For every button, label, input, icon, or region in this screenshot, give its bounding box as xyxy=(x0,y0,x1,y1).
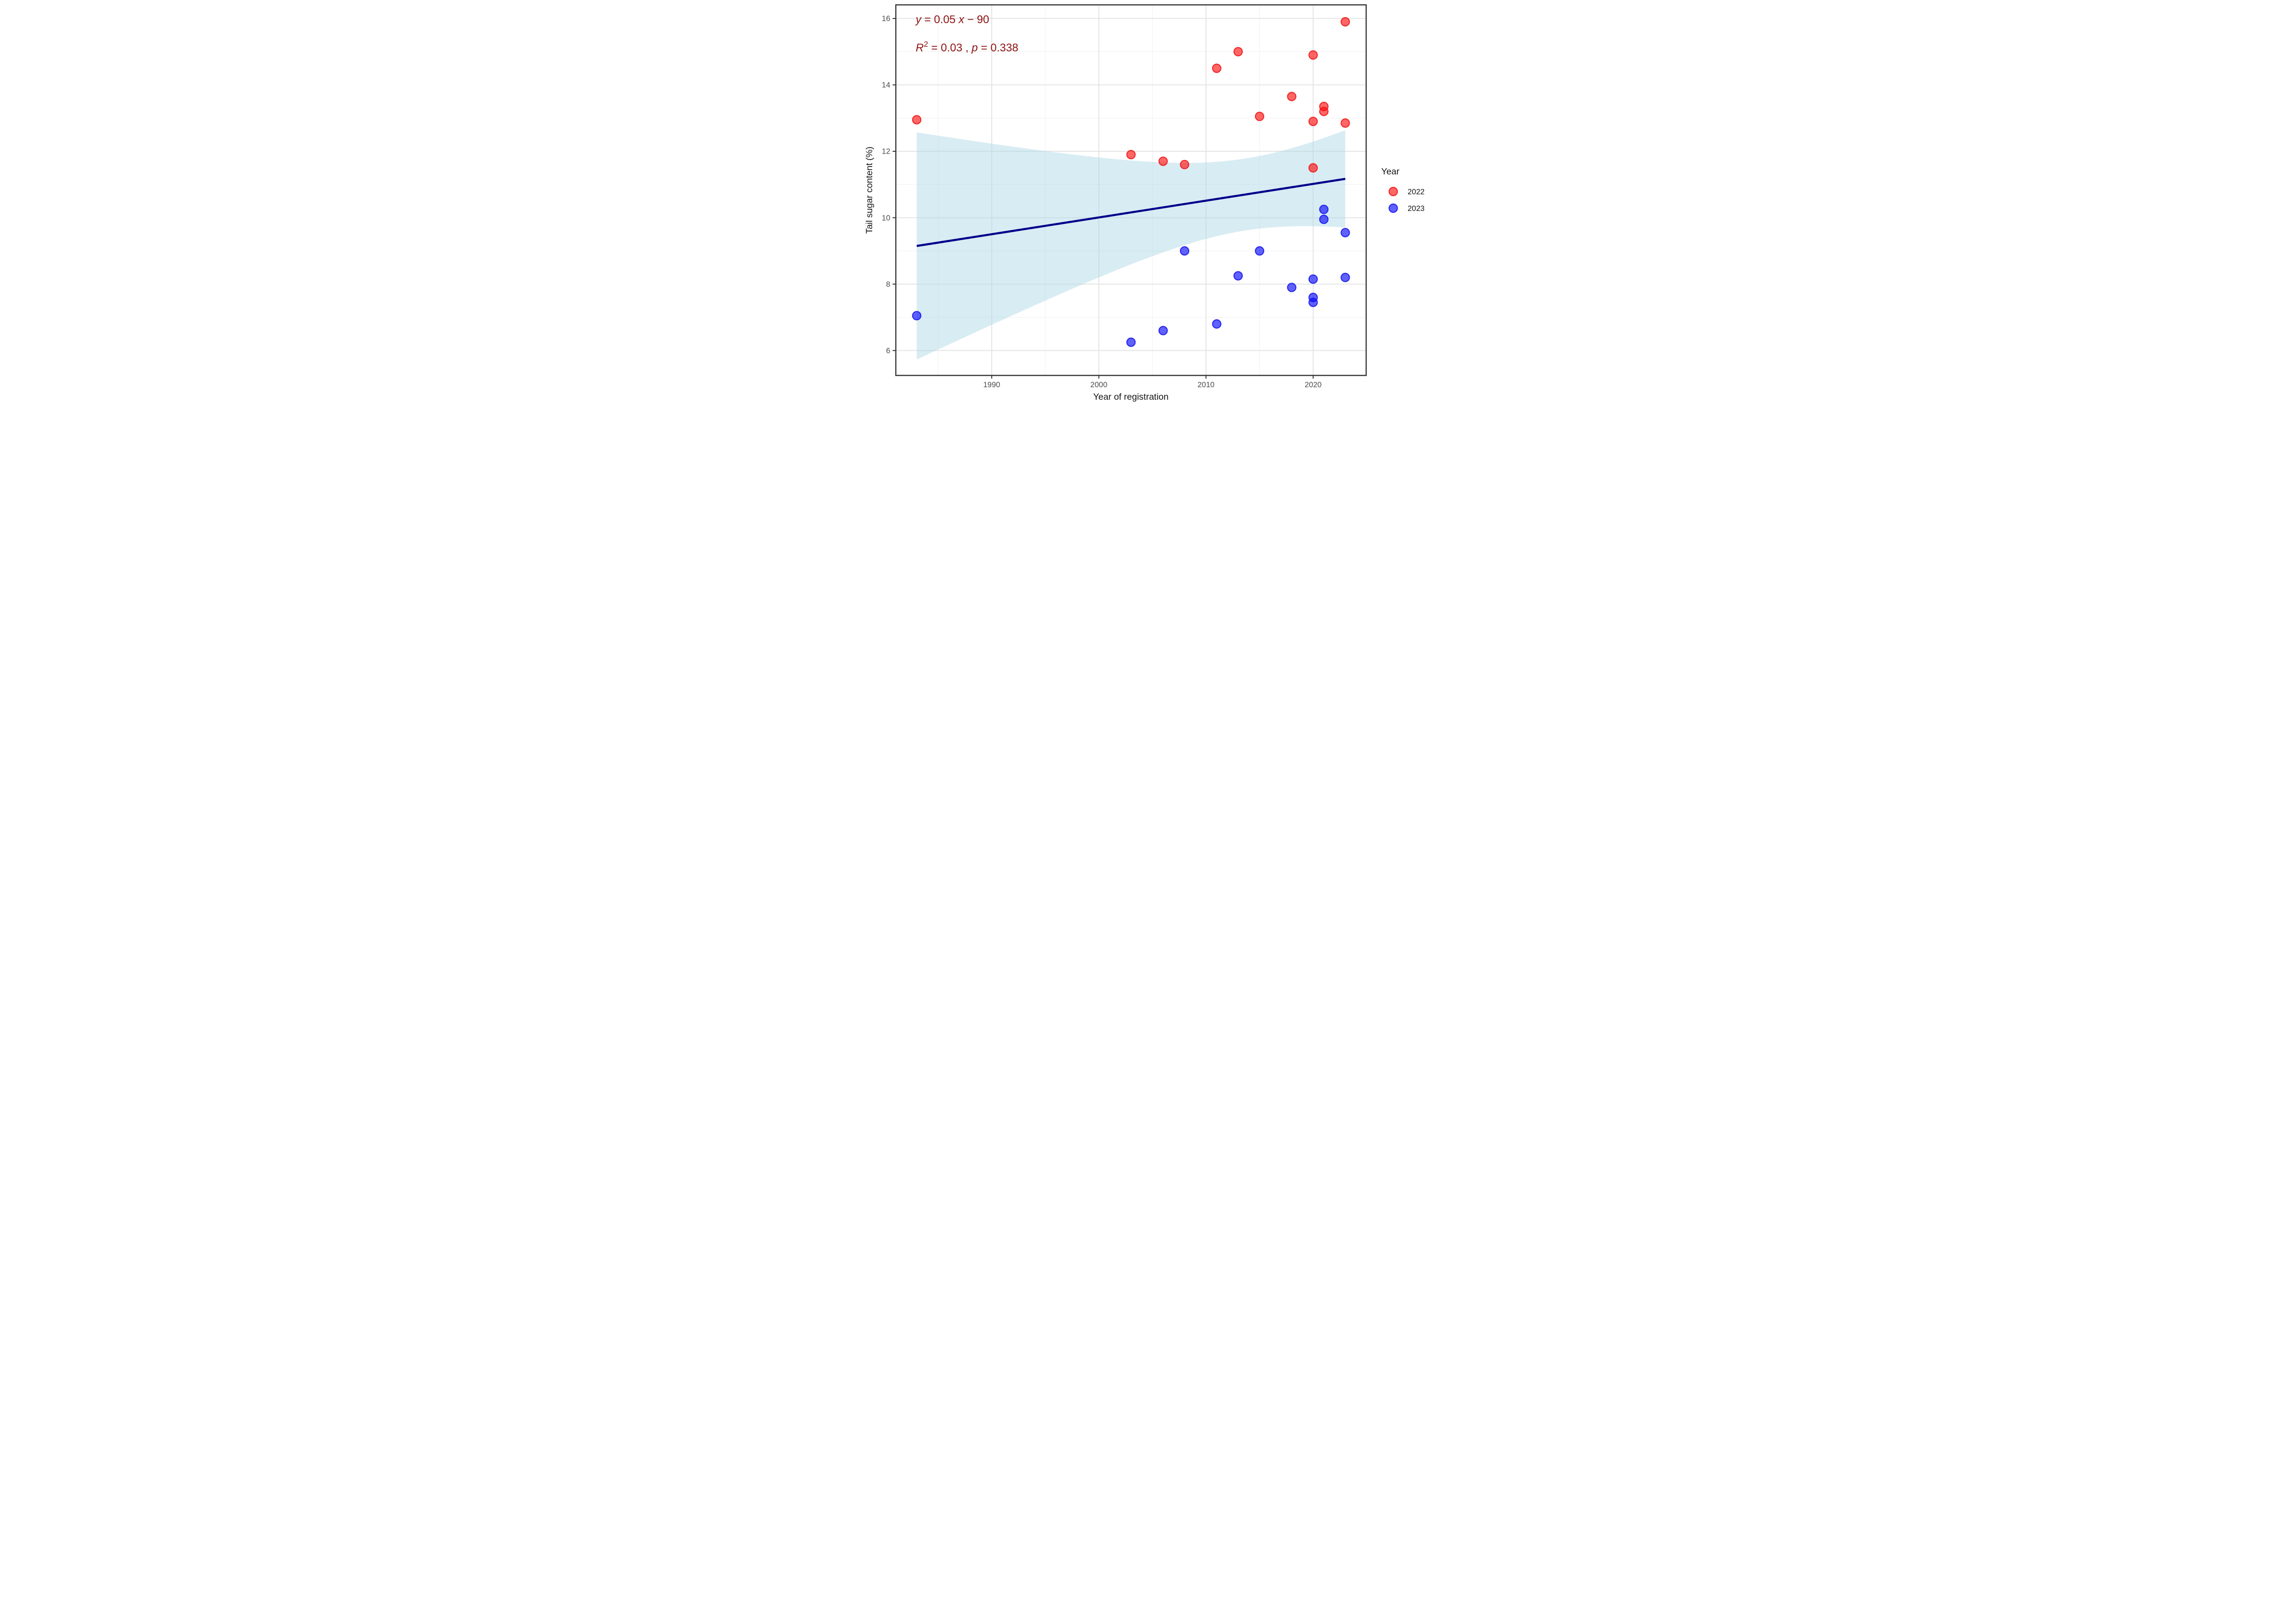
legend-title: Year xyxy=(1381,167,1400,177)
panel-background xyxy=(896,5,1366,376)
y-tick-label: 6 xyxy=(886,347,890,355)
data-point-2022 xyxy=(1308,50,1318,60)
data-point-2022 xyxy=(912,115,922,124)
data-point-2023 xyxy=(1308,274,1318,284)
legend-label-2023: 2023 xyxy=(1408,204,1425,213)
ci-band-area xyxy=(917,130,1346,360)
major-gridlines xyxy=(896,5,1366,376)
regression-line xyxy=(916,178,1346,247)
x-axis-title: Year of registration xyxy=(1093,392,1169,402)
data-point-2022 xyxy=(1340,17,1350,27)
data-point-2023 xyxy=(1179,246,1190,256)
axes: 1990 2000 2010 2020 6 8 10 12 14 16 xyxy=(882,4,1367,389)
legend-key-2023 xyxy=(1388,203,1398,213)
data-point-2022 xyxy=(1179,160,1190,169)
legend: Year 2022 2023 xyxy=(1381,167,1425,213)
x-tick-label: 1990 xyxy=(983,381,1000,389)
data-point-2022 xyxy=(1126,150,1136,160)
data-point-2023 xyxy=(1158,326,1168,335)
y-tick-label: 12 xyxy=(882,148,890,156)
data-point-2022 xyxy=(1255,111,1265,121)
data-point-2023 xyxy=(1287,283,1297,292)
fit-line xyxy=(916,178,1346,247)
y-tick-label: 10 xyxy=(882,214,890,222)
data-point-2023 xyxy=(912,311,922,321)
x-tick-label: 2000 xyxy=(1090,381,1107,389)
data-points xyxy=(912,17,1350,347)
y-tick-label: 8 xyxy=(886,280,890,289)
annotation: y = 0.05 x − 90 R2 = 0.03 , p = 0.338 xyxy=(915,13,1018,54)
confidence-band xyxy=(917,130,1346,360)
data-point-2022 xyxy=(1287,92,1297,101)
data-point-2022 xyxy=(1308,163,1318,173)
data-point-2023 xyxy=(1319,215,1329,224)
data-point-2022 xyxy=(1233,47,1243,56)
annotation-stats: R2 = 0.03 , p = 0.338 xyxy=(916,40,1018,54)
y-axis-title: Tail sugar content (%) xyxy=(864,147,875,234)
y-tick-label: 14 xyxy=(882,81,890,89)
annotation-equation: y = 0.05 x − 90 xyxy=(915,13,989,26)
legend-label-2022: 2022 xyxy=(1408,188,1425,196)
scatter-plot: 1990 2000 2010 2020 6 8 10 12 14 16 Year of regis… xyxy=(861,0,1435,404)
data-point-2023 xyxy=(1233,271,1243,281)
panel-border xyxy=(895,4,1367,376)
data-point-2022 xyxy=(1319,106,1329,116)
x-tick-label: 2010 xyxy=(1198,381,1215,389)
data-point-2023 xyxy=(1126,337,1136,347)
x-tick-label: 2020 xyxy=(1305,381,1322,389)
figure: 1990 2000 2010 2020 6 8 10 12 14 16 Year of regis… xyxy=(861,0,1435,404)
y-tick-label: 16 xyxy=(882,15,890,23)
data-point-2023 xyxy=(1212,319,1222,329)
data-point-2022 xyxy=(1308,117,1318,126)
data-point-2023 xyxy=(1308,297,1318,307)
legend-key-2022 xyxy=(1388,186,1398,197)
data-point-2023 xyxy=(1340,228,1350,237)
data-point-2023 xyxy=(1340,272,1350,282)
data-point-2023 xyxy=(1319,204,1329,214)
data-point-2022 xyxy=(1158,156,1168,166)
data-point-2022 xyxy=(1340,118,1350,128)
data-point-2022 xyxy=(1212,63,1222,73)
data-point-2023 xyxy=(1255,246,1265,256)
minor-gridlines xyxy=(896,5,1366,376)
